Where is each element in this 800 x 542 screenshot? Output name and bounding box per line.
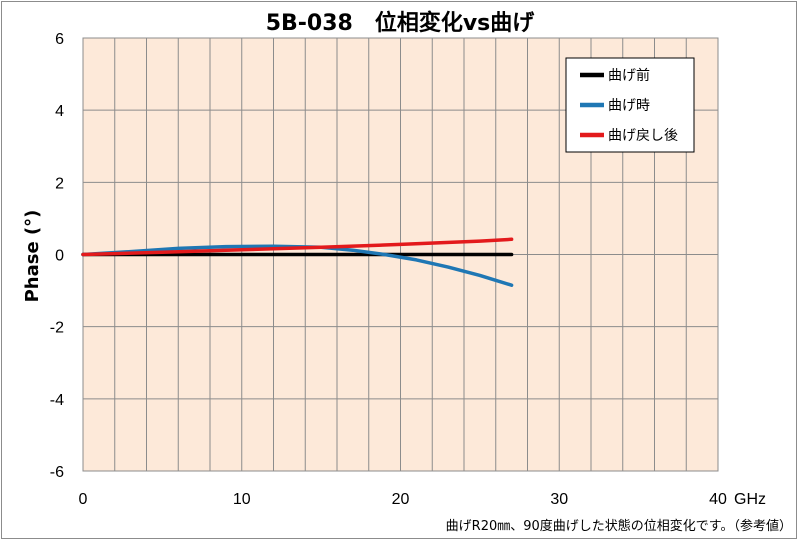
series-line bbox=[81, 244, 514, 287]
legend-label: 曲げ時 bbox=[608, 98, 650, 114]
y-tick-label: 2 bbox=[55, 175, 64, 192]
y-tick-label: 4 bbox=[55, 103, 64, 120]
y-axis-label: Phase (°) bbox=[22, 210, 43, 303]
series-line bbox=[81, 237, 514, 257]
x-tick-labels: 0 10 20 30 40 bbox=[79, 491, 727, 508]
y-tick-label: 6 bbox=[55, 31, 64, 48]
footnote: 曲げR20㎜、90度曲げした状態の位相変化です。（参考値） bbox=[446, 518, 792, 534]
x-tick-label: 20 bbox=[392, 491, 410, 508]
series-lines bbox=[81, 237, 514, 287]
chart-title: 5B-038 位相変化vs曲げ bbox=[266, 10, 536, 36]
x-tick-label: 10 bbox=[233, 491, 251, 508]
x-tick-label: 0 bbox=[79, 491, 88, 508]
y-tick-labels: 6 4 2 0 -2 -4 -6 bbox=[50, 31, 64, 481]
y-tick-label: -2 bbox=[50, 320, 64, 337]
x-tick-label: 40 bbox=[709, 491, 727, 508]
legend-label: 曲げ戻し後 bbox=[608, 128, 678, 144]
y-tick-label: 0 bbox=[55, 248, 64, 265]
legend-label: 曲げ前 bbox=[608, 67, 650, 84]
x-tick-label: 30 bbox=[550, 491, 568, 508]
x-axis-label: GHz bbox=[734, 491, 766, 508]
y-tick-label: -4 bbox=[50, 392, 64, 409]
y-tick-label: -6 bbox=[50, 464, 64, 481]
